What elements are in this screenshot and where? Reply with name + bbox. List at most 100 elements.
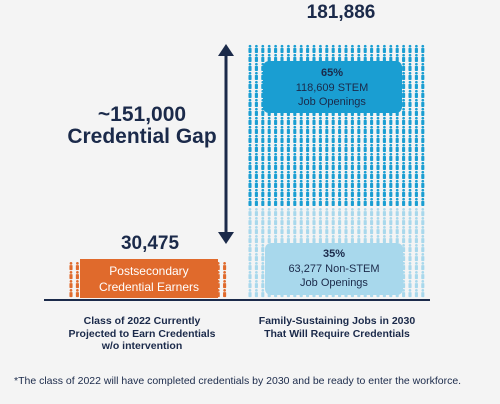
category-label-credentials: Class of 2022 Currently Projected to Ear… bbox=[42, 315, 242, 353]
segment-label-stem-bg bbox=[263, 61, 402, 113]
person-icon bbox=[254, 98, 258, 107]
person-icon bbox=[223, 280, 227, 289]
person-icon bbox=[299, 134, 303, 143]
person-icon bbox=[325, 116, 329, 125]
person-icon bbox=[382, 116, 386, 125]
person-icon bbox=[402, 170, 406, 179]
person-icon bbox=[363, 235, 367, 244]
person-icon bbox=[280, 188, 284, 197]
person-icon bbox=[274, 235, 278, 244]
person-icon bbox=[382, 188, 386, 197]
person-icon bbox=[344, 161, 348, 170]
segment-label-credentials: Postsecondary bbox=[109, 264, 188, 278]
person-icon bbox=[75, 280, 79, 289]
person-icon bbox=[75, 289, 79, 298]
person-icon bbox=[414, 143, 418, 152]
person-icon bbox=[254, 152, 258, 161]
person-icon bbox=[382, 226, 386, 235]
person-icon bbox=[408, 44, 412, 53]
person-icon bbox=[370, 116, 374, 125]
person-icon bbox=[389, 116, 393, 125]
person-icon bbox=[376, 235, 380, 244]
person-icon bbox=[286, 188, 290, 197]
person-icon bbox=[421, 89, 425, 98]
person-icon bbox=[325, 226, 329, 235]
person-icon bbox=[408, 226, 412, 235]
person-icon bbox=[402, 143, 406, 152]
person-icon bbox=[408, 143, 412, 152]
person-icon bbox=[261, 161, 265, 170]
person-icon bbox=[254, 143, 258, 152]
person-icon bbox=[254, 253, 258, 262]
person-icon bbox=[338, 188, 342, 197]
person-icon bbox=[286, 217, 290, 226]
person-icon bbox=[421, 53, 425, 62]
person-icon bbox=[402, 44, 406, 53]
person-icon bbox=[414, 161, 418, 170]
person-icon bbox=[331, 134, 335, 143]
person-icon bbox=[395, 188, 399, 197]
person-icon bbox=[280, 197, 284, 206]
person-icon bbox=[408, 134, 412, 143]
person-icon bbox=[267, 188, 271, 197]
person-icon bbox=[414, 80, 418, 89]
person-icon bbox=[293, 44, 297, 53]
person-icon bbox=[402, 134, 406, 143]
person-icon bbox=[344, 217, 348, 226]
person-icon bbox=[280, 125, 284, 134]
person-icon bbox=[363, 152, 367, 161]
person-icon bbox=[312, 197, 316, 206]
person-icon bbox=[69, 271, 73, 280]
person-icon bbox=[395, 226, 399, 235]
person-icon bbox=[338, 170, 342, 179]
person-icon bbox=[248, 71, 252, 80]
segment-label-nonstem-line: Job Openings bbox=[300, 277, 368, 289]
person-icon bbox=[280, 161, 284, 170]
person-icon bbox=[389, 226, 393, 235]
person-icon bbox=[318, 179, 322, 188]
person-icon bbox=[402, 125, 406, 134]
person-icon bbox=[312, 208, 316, 217]
person-icon bbox=[274, 53, 278, 62]
person-icon bbox=[286, 208, 290, 217]
person-icon bbox=[376, 143, 380, 152]
person-icon bbox=[408, 161, 412, 170]
person-icon bbox=[414, 116, 418, 125]
person-icon bbox=[421, 98, 425, 107]
person-icon bbox=[363, 170, 367, 179]
person-icon bbox=[248, 197, 252, 206]
person-icon bbox=[261, 217, 265, 226]
person-icon bbox=[293, 125, 297, 134]
person-icon bbox=[402, 80, 406, 89]
person-icon bbox=[350, 170, 354, 179]
person-icon bbox=[414, 98, 418, 107]
person-icon bbox=[363, 217, 367, 226]
person-icon bbox=[402, 197, 406, 206]
person-icon bbox=[376, 125, 380, 134]
person-icon bbox=[248, 170, 252, 179]
person-icon bbox=[318, 197, 322, 206]
person-icon bbox=[318, 226, 322, 235]
person-icon bbox=[299, 197, 303, 206]
person-icon bbox=[363, 208, 367, 217]
person-icon bbox=[280, 179, 284, 188]
person-icon bbox=[261, 44, 265, 53]
value-label-jobs: 181,886 bbox=[306, 2, 376, 23]
category-label-jobs: Family-Sustaining Jobs in 2030 That Will… bbox=[232, 315, 442, 340]
person-icon bbox=[408, 98, 412, 107]
person-icon bbox=[318, 235, 322, 244]
person-icon bbox=[280, 53, 284, 62]
person-icon bbox=[408, 125, 412, 134]
person-icon bbox=[389, 143, 393, 152]
person-icon bbox=[248, 44, 252, 53]
person-icon bbox=[370, 152, 374, 161]
person-icon bbox=[350, 188, 354, 197]
person-icon bbox=[402, 152, 406, 161]
person-icon bbox=[280, 116, 284, 125]
person-icon bbox=[389, 134, 393, 143]
person-icon bbox=[389, 152, 393, 161]
person-icon bbox=[421, 44, 425, 53]
person-icon bbox=[318, 44, 322, 53]
gap-label: Credential Gap bbox=[67, 125, 217, 148]
person-icon bbox=[421, 161, 425, 170]
